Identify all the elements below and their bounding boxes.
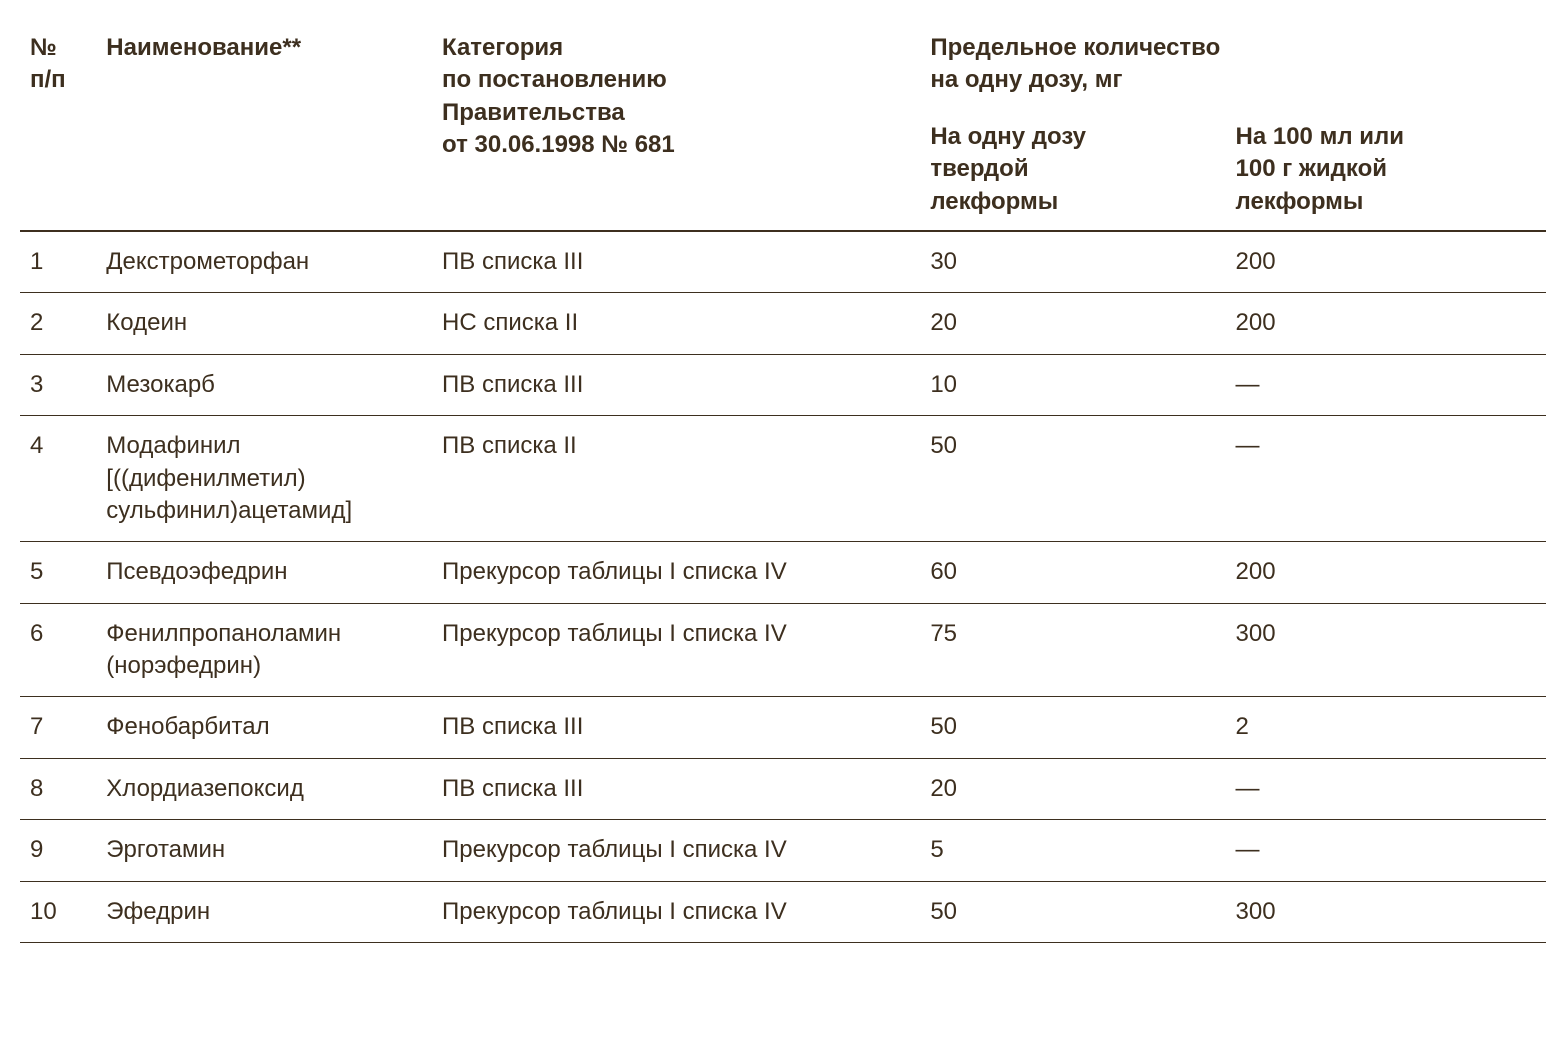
cell-cat: ПВ списка III [432, 697, 920, 758]
cell-num: 2 [20, 293, 96, 354]
col-header-limit-group-text: Предельное количествона одну дозу, мг [930, 34, 1220, 93]
col-header-cat: Категорияпо постановлениюПравительстваот… [432, 20, 920, 231]
cell-name: Фенобарбитал [96, 697, 432, 758]
table-row: 10ЭфедринПрекурсор таблицы I списка IV50… [20, 881, 1546, 942]
cell-name: Фенилпропаноламин(норэфедрин) [96, 603, 432, 697]
col-header-limit-group: Предельное количествона одну дозу, мг [920, 20, 1546, 109]
cell-liquid: 2 [1226, 697, 1546, 758]
cell-num: 8 [20, 758, 96, 819]
cell-liquid: — [1226, 820, 1546, 881]
table-row: 4Модафинил[((дифенилметил)сульфинил)ацет… [20, 416, 1546, 542]
cell-solid: 20 [920, 293, 1225, 354]
col-header-cat-text: Категорияпо постановлениюПравительстваот… [442, 34, 675, 158]
cell-num: 3 [20, 354, 96, 415]
cell-liquid: — [1226, 416, 1546, 542]
col-header-num: №п/п [20, 20, 96, 231]
col-header-solid-text: На одну дозутвердойлекформы [930, 123, 1086, 215]
substances-table: №п/п Наименование** Категорияпо постанов… [20, 20, 1546, 943]
cell-num: 7 [20, 697, 96, 758]
cell-liquid: 300 [1226, 603, 1546, 697]
cell-solid: 10 [920, 354, 1225, 415]
cell-name: Декстрометорфан [96, 231, 432, 293]
cell-solid: 75 [920, 603, 1225, 697]
cell-num: 10 [20, 881, 96, 942]
cell-num: 9 [20, 820, 96, 881]
cell-name: Хлордиазепоксид [96, 758, 432, 819]
cell-cat: Прекурсор таблицы I списка IV [432, 542, 920, 603]
col-header-solid: На одну дозутвердойлекформы [920, 109, 1225, 231]
cell-solid: 50 [920, 881, 1225, 942]
col-header-liquid-text: На 100 мл или100 г жидкойлекформы [1236, 123, 1404, 215]
cell-liquid: — [1226, 354, 1546, 415]
col-header-num-text: №п/п [30, 34, 66, 93]
cell-name: Эфедрин [96, 881, 432, 942]
cell-liquid: 200 [1226, 293, 1546, 354]
cell-cat: Прекурсор таблицы I списка IV [432, 881, 920, 942]
table-row: 5ПсевдоэфедринПрекурсор таблицы I списка… [20, 542, 1546, 603]
cell-solid: 5 [920, 820, 1225, 881]
cell-cat: ПВ списка III [432, 354, 920, 415]
cell-name: Кодеин [96, 293, 432, 354]
cell-solid: 50 [920, 416, 1225, 542]
table-row: 2КодеинНС списка II20200 [20, 293, 1546, 354]
cell-num: 4 [20, 416, 96, 542]
table-body: 1ДекстрометорфанПВ списка III302002Кодеи… [20, 231, 1546, 943]
table-row: 3МезокарбПВ списка III10— [20, 354, 1546, 415]
cell-liquid: — [1226, 758, 1546, 819]
cell-cat: Прекурсор таблицы I списка IV [432, 820, 920, 881]
col-header-name-text: Наименование** [106, 34, 301, 61]
col-header-name: Наименование** [96, 20, 432, 231]
cell-name: Модафинил[((дифенилметил)сульфинил)ацета… [96, 416, 432, 542]
cell-cat: ПВ списка III [432, 758, 920, 819]
table-row: 1ДекстрометорфанПВ списка III30200 [20, 231, 1546, 293]
cell-solid: 30 [920, 231, 1225, 293]
cell-name: Псевдоэфедрин [96, 542, 432, 603]
table-row: 9ЭрготаминПрекурсор таблицы I списка IV5… [20, 820, 1546, 881]
cell-num: 6 [20, 603, 96, 697]
cell-liquid: 300 [1226, 881, 1546, 942]
cell-cat: НС списка II [432, 293, 920, 354]
cell-solid: 50 [920, 697, 1225, 758]
table-row: 7ФенобарбиталПВ списка III502 [20, 697, 1546, 758]
col-header-liquid: На 100 мл или100 г жидкойлекформы [1226, 109, 1546, 231]
cell-solid: 20 [920, 758, 1225, 819]
cell-name: Мезокарб [96, 354, 432, 415]
cell-solid: 60 [920, 542, 1225, 603]
cell-liquid: 200 [1226, 542, 1546, 603]
cell-cat: Прекурсор таблицы I списка IV [432, 603, 920, 697]
table-row: 8ХлордиазепоксидПВ списка III20— [20, 758, 1546, 819]
cell-name: Эрготамин [96, 820, 432, 881]
cell-num: 5 [20, 542, 96, 603]
cell-cat: ПВ списка III [432, 231, 920, 293]
cell-num: 1 [20, 231, 96, 293]
cell-liquid: 200 [1226, 231, 1546, 293]
cell-cat: ПВ списка II [432, 416, 920, 542]
table-row: 6Фенилпропаноламин(норэфедрин)Прекурсор … [20, 603, 1546, 697]
